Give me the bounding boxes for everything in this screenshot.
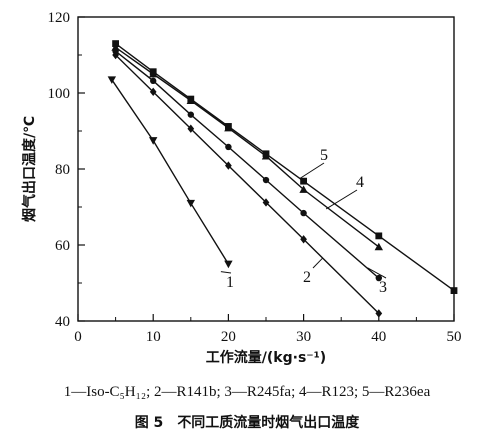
series-1-point bbox=[149, 137, 158, 145]
series-4-point bbox=[299, 185, 308, 193]
figure-caption: 图 5 不同工质流量时烟气出口温度 bbox=[0, 412, 494, 432]
series-3-label: 3 bbox=[379, 279, 387, 296]
axis-ticks: 0 10 20 30 40 50 40 60 80 100 120 bbox=[48, 10, 462, 345]
series-3-point bbox=[375, 274, 382, 282]
x-tick-label: 50 bbox=[447, 329, 462, 345]
series-1-label: 1 bbox=[226, 274, 234, 291]
series-2-point bbox=[187, 124, 195, 133]
series-2-point bbox=[262, 198, 270, 207]
x-tick-label: 30 bbox=[296, 329, 311, 345]
y-tick-label: 100 bbox=[48, 86, 71, 102]
series-2-line bbox=[115, 54, 380, 314]
series-5-point bbox=[300, 177, 307, 185]
plot-frame bbox=[77, 16, 455, 322]
series-lines bbox=[111, 43, 455, 314]
series-5-leader bbox=[299, 162, 325, 179]
y-tick-label: 60 bbox=[55, 238, 70, 254]
series-5-label: 5 bbox=[320, 147, 328, 164]
series-5-point bbox=[187, 95, 195, 103]
series-2-point bbox=[149, 87, 157, 97]
series-1-point bbox=[186, 199, 195, 208]
x-tick-label: 40 bbox=[371, 329, 386, 345]
figure-caption-text: 不同工质流量时烟气出口温度 bbox=[177, 415, 360, 431]
x-tick-label: 0 bbox=[74, 329, 82, 345]
y-tick-label: 40 bbox=[55, 314, 70, 330]
series-markers bbox=[107, 40, 458, 318]
series-5-point bbox=[262, 150, 270, 158]
x-axis-title: 工作流量/(kg·s⁻¹) bbox=[206, 349, 326, 366]
series-5-point bbox=[375, 232, 383, 240]
y-tick-label: 120 bbox=[48, 10, 71, 26]
series-5-line bbox=[115, 43, 455, 292]
series-2-leader bbox=[312, 257, 323, 269]
series-labels: 1 2 3 4 5 bbox=[220, 147, 387, 296]
series-4-point bbox=[374, 242, 383, 251]
series-5-point bbox=[112, 40, 119, 47]
series-1-line bbox=[111, 79, 229, 265]
series-3-point bbox=[187, 111, 194, 118]
y-axis-title: 烟气出口温度/℃ bbox=[21, 116, 38, 222]
series-2-label: 2 bbox=[303, 269, 311, 286]
line-chart: 0 10 20 30 40 50 40 60 80 100 120 1 2 3 4 5 工作流量/(kg·s… bbox=[21, 10, 462, 366]
series-1-point bbox=[107, 76, 117, 84]
x-tick-label: 10 bbox=[146, 329, 161, 345]
series-4-leader bbox=[325, 189, 358, 210]
legend-line: 1—Iso-C₅H₁₂; 2—R141b; 3—R245fa; 4—R123; … bbox=[63, 384, 431, 400]
series-3-point bbox=[262, 176, 270, 184]
series-1-point bbox=[224, 260, 233, 269]
x-tick-label: 20 bbox=[221, 329, 236, 345]
series-4-label: 4 bbox=[356, 174, 364, 191]
series-5-point bbox=[450, 287, 458, 294]
series-1-leader bbox=[220, 271, 232, 274]
series-3-point bbox=[225, 143, 232, 151]
figure-number: 图 5 bbox=[134, 415, 164, 431]
series-2-point bbox=[375, 309, 383, 318]
series-3-point bbox=[150, 77, 157, 85]
series-2-point bbox=[225, 161, 232, 170]
series-3-point bbox=[300, 209, 307, 217]
y-tick-label: 80 bbox=[55, 162, 70, 178]
series-3-leader bbox=[367, 267, 387, 279]
series-5-point bbox=[225, 123, 232, 130]
series-2-point bbox=[300, 235, 307, 244]
series-5-point bbox=[149, 68, 157, 76]
series-3-line bbox=[115, 50, 380, 279]
plot-axes bbox=[77, 16, 455, 322]
